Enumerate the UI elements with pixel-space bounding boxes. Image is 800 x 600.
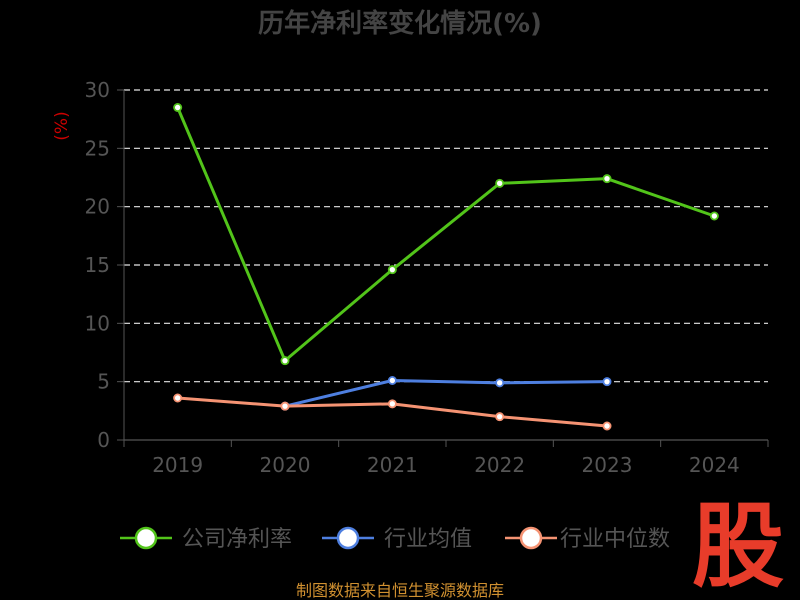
data-point [495, 412, 505, 422]
chart-title: 历年净利率变化情况(%) [258, 8, 542, 39]
series-line [283, 379, 609, 408]
x-tick-label: 2023 [582, 453, 633, 477]
y-tick-label: 20 [85, 195, 110, 219]
series-line [176, 106, 716, 363]
y-tick-label: 0 [97, 428, 110, 452]
legend-item[interactable]: 公司净利率 [120, 526, 292, 552]
data-point [387, 375, 397, 385]
data-point [602, 421, 612, 431]
legend-label: 公司净利率 [182, 527, 292, 552]
axes: 0 5 10 15 20 25 30 2019 2020 2021 2022 2023 2024 [85, 78, 769, 477]
y-tick-label: 15 [85, 253, 110, 277]
data-point [387, 265, 397, 275]
x-tick-label: 2021 [367, 453, 418, 477]
legend-item[interactable]: 行业中位数 [505, 526, 670, 552]
legend-swatch-marker [336, 526, 360, 550]
data-point [602, 377, 612, 387]
data-point [495, 178, 505, 188]
x-tick-label: 2020 [260, 453, 311, 477]
data-point [387, 399, 397, 409]
data-point [173, 103, 183, 113]
x-tick-label: 2019 [152, 453, 203, 477]
y-tick-label: 5 [97, 370, 110, 394]
series-lines [173, 103, 719, 431]
x-tick-label: 2024 [689, 453, 740, 477]
legend: 公司净利率 行业均值 行业中位数 [120, 526, 670, 552]
y-tick-label: 25 [85, 136, 110, 160]
legend-swatch-marker [134, 526, 158, 550]
x-tick-label: 2022 [474, 453, 525, 477]
data-point [495, 378, 505, 388]
series-2 [173, 393, 612, 431]
data-point [280, 401, 290, 411]
brand-logo: 股 [692, 493, 784, 600]
data-source-note: 制图数据来自恒生聚源数据库 [296, 581, 504, 600]
data-point [280, 356, 290, 366]
grid [124, 89, 768, 383]
data-point [602, 174, 612, 184]
data-point [709, 211, 719, 221]
y-tick-label: 10 [85, 311, 110, 335]
legend-swatch-marker [519, 526, 543, 550]
series-0 [173, 103, 719, 366]
y-tick-label: 30 [85, 78, 110, 102]
y-axis-label: (%) [52, 111, 72, 140]
legend-label: 行业中位数 [560, 527, 670, 552]
legend-label: 行业均值 [384, 527, 472, 552]
data-point [173, 393, 183, 403]
legend-item[interactable]: 行业均值 [322, 526, 472, 552]
